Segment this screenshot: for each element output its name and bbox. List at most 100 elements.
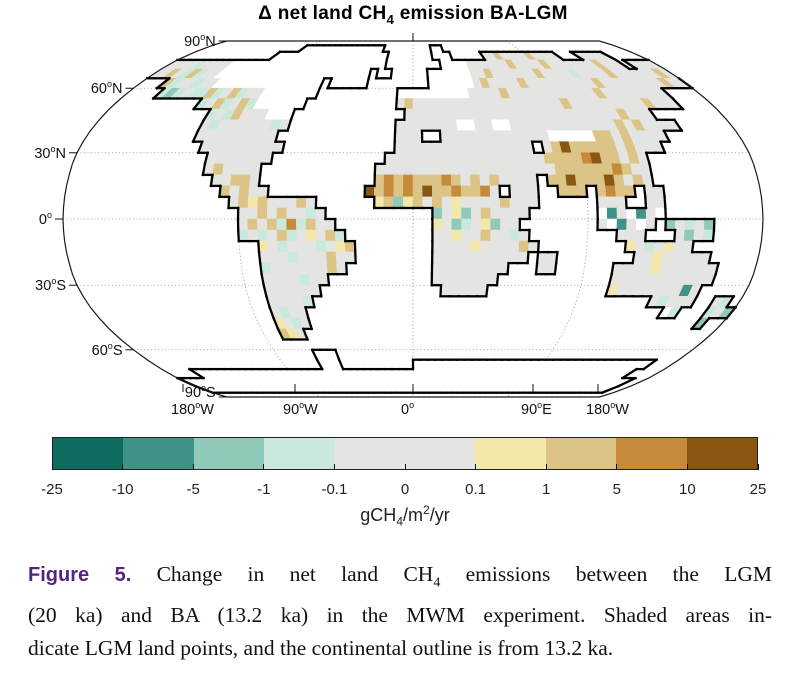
outline-segment	[301, 327, 309, 341]
map-cell	[635, 207, 647, 220]
map-cell	[500, 207, 511, 220]
map-cell	[573, 163, 586, 176]
map-cell	[469, 174, 481, 187]
outline-segment	[690, 239, 695, 254]
map-cell	[480, 229, 492, 242]
map-cell	[478, 163, 490, 176]
colorbar-tick-label: -5	[186, 481, 200, 498]
caption-text: Change in net land CH	[131, 562, 434, 586]
map-cell	[508, 174, 520, 187]
map-cell	[440, 273, 452, 286]
colorbar-segment	[264, 438, 335, 469]
lon-tick-label: 180oW	[171, 400, 214, 418]
outline-segment	[550, 50, 566, 62]
map-cell	[267, 196, 278, 209]
outline-segment	[326, 272, 331, 287]
map-cell	[449, 284, 461, 297]
colorbar-tick	[192, 464, 194, 470]
outline-segment	[671, 96, 685, 111]
colorbar-segment	[53, 438, 124, 469]
map-cell	[566, 185, 578, 198]
map-cell	[499, 196, 511, 209]
map-cell	[441, 207, 453, 220]
outline-segment	[610, 261, 615, 276]
map-cell	[459, 262, 471, 275]
map-cell	[555, 174, 568, 187]
outline-segment	[594, 184, 599, 199]
colorbar-segment	[193, 438, 265, 469]
map-cell	[276, 207, 288, 220]
map-cell	[517, 174, 529, 187]
map-cell	[315, 229, 327, 242]
map-cell	[432, 229, 443, 242]
outline-segment	[607, 272, 614, 287]
map-cell	[403, 141, 414, 154]
map-cell	[431, 251, 443, 264]
map-cell	[296, 229, 307, 242]
map-cell	[489, 251, 500, 264]
colorbar-tick-label: 10	[679, 481, 696, 498]
map-cell	[526, 163, 538, 176]
map-cell	[412, 368, 421, 379]
map-cell	[441, 251, 452, 264]
map-cell	[325, 229, 336, 242]
map-cell	[307, 262, 319, 275]
map-cell	[461, 218, 472, 231]
map-cell	[441, 229, 453, 242]
outline-segment	[673, 228, 677, 243]
map-cell	[703, 218, 715, 231]
map-cell	[470, 218, 482, 231]
map-cell	[257, 196, 269, 209]
outline-segment	[333, 348, 341, 362]
map-cell	[393, 174, 404, 187]
outline-segment	[633, 184, 637, 199]
map-cell	[432, 218, 443, 231]
outline-segment	[218, 184, 222, 199]
map-cell	[403, 152, 414, 165]
outline-segment	[439, 283, 443, 298]
map-cell	[422, 174, 433, 187]
map-cell	[480, 196, 492, 209]
outline-segment	[155, 76, 171, 90]
map-cell	[431, 163, 442, 176]
map-cell	[295, 218, 307, 231]
outline-segment	[710, 272, 718, 287]
map-cell	[461, 207, 472, 220]
outline-segment	[725, 294, 736, 309]
map-cell	[383, 185, 395, 198]
map-cell	[441, 163, 452, 176]
map-cell	[412, 196, 424, 209]
map-cell	[498, 174, 510, 187]
map-cell	[509, 229, 521, 242]
lat-tick-label: 60oS	[92, 341, 123, 359]
map-cell	[694, 218, 706, 231]
outline-segment	[485, 283, 489, 298]
outline-segment	[663, 195, 667, 210]
map-cell	[315, 207, 326, 220]
map-cell	[334, 229, 346, 242]
outline-segment	[191, 129, 200, 144]
map-cell	[374, 174, 385, 187]
outline-segment	[530, 140, 536, 155]
map-cell	[440, 141, 451, 154]
map-cell	[412, 130, 423, 142]
map-cell	[412, 108, 423, 121]
map-cell	[460, 240, 472, 253]
map-cell	[428, 87, 438, 99]
map-cell	[403, 163, 414, 176]
map-cell	[645, 207, 657, 220]
map-cell	[518, 240, 530, 253]
outline-segment	[568, 50, 585, 62]
outline-segment	[385, 50, 391, 62]
map-cell	[404, 87, 414, 99]
map-cell	[535, 163, 548, 176]
caption-line-1: Figure 5. Change in net land CH4 emissio…	[28, 558, 772, 599]
outline-segment	[257, 173, 262, 188]
map-cell	[412, 174, 423, 187]
outline-segment	[280, 140, 287, 155]
map-cell	[469, 251, 481, 264]
outline-segment	[268, 305, 276, 320]
map-cell	[422, 185, 433, 198]
map-cell	[286, 218, 297, 231]
coastline-outline	[145, 43, 738, 395]
